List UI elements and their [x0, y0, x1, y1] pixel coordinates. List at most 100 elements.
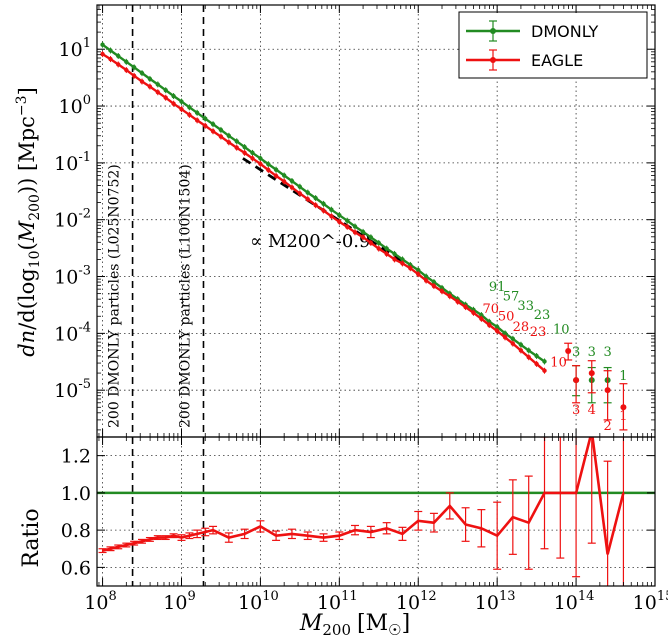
ratio-panel: 0.6 0.8 1.0 1.2 108 109 1010 1011 1012 1013 1014 10…: [61, 436, 668, 614]
particle-limit-label: 200 DMONLY particles (L025N0752): [107, 164, 123, 428]
series-point: [321, 201, 326, 207]
legend-marker: [490, 57, 496, 63]
series-point: [147, 76, 153, 82]
series-point: [297, 184, 303, 189]
series-point: [147, 84, 153, 89]
series-point: [471, 310, 476, 315]
series-point: [408, 262, 413, 268]
halo-count-label: 50: [498, 309, 515, 324]
x-tick-label: 109: [163, 589, 195, 614]
series-point: [494, 328, 500, 334]
halo-count-label: 3: [572, 403, 580, 418]
series-point: [163, 95, 168, 100]
series-point: [463, 304, 468, 310]
mass-function-panel: 200 DMONLY particles (L025N0752) 200 DMON…: [54, 4, 656, 586]
halo-count-label: 3: [572, 345, 580, 360]
series-point: [226, 133, 232, 138]
series-point: [234, 139, 239, 144]
series-point: [400, 257, 405, 262]
ratio-series: [98, 437, 625, 586]
series-point: [518, 342, 524, 347]
series-point: [258, 156, 263, 161]
halo-count-label: 4: [588, 403, 596, 418]
sparse-point: [573, 377, 580, 384]
series-point: [100, 42, 105, 47]
legend: DMONLY EAGLE: [458, 11, 648, 79]
legend-marker: [490, 28, 496, 34]
series-point: [242, 144, 247, 150]
series-point: [108, 48, 113, 53]
series-point: [360, 235, 366, 240]
series-point: [100, 51, 105, 57]
x-tick-label: 1014: [554, 589, 595, 614]
x-tick-label: 1010: [238, 589, 279, 614]
top-y-tick-label: 100: [59, 93, 91, 118]
series-point: [534, 361, 539, 367]
top-y-axis-label: dn/d(log10(M200)) [Mpc−3]: [14, 87, 43, 357]
series-point: [194, 118, 200, 123]
halo-count-label: 33: [517, 299, 534, 314]
halo-count-label: 3: [588, 345, 596, 360]
legend-label: EAGLE: [531, 51, 583, 70]
series-point: [131, 65, 137, 70]
ratio-line: [102, 437, 625, 555]
series-point: [108, 56, 113, 62]
series-point: [392, 251, 397, 257]
x-tick-label: 1011: [317, 589, 358, 614]
series-point: [187, 112, 192, 118]
bottom-panel-frame: [96, 436, 656, 587]
series-point: [313, 195, 318, 201]
series-point: [163, 88, 168, 93]
series-point: [218, 127, 224, 133]
series-point: [242, 150, 247, 156]
series-point: [455, 299, 460, 304]
series-point: [171, 101, 176, 106]
series-point: [266, 167, 271, 173]
top-y-tick-label: 10-5: [54, 377, 91, 402]
top-y-tick-label: 101: [59, 36, 91, 61]
series-point: [305, 196, 310, 202]
series-point: [124, 59, 129, 65]
series-point: [368, 235, 374, 240]
series-point: [218, 134, 224, 139]
series-point: [313, 202, 318, 208]
series-point: [258, 161, 263, 167]
series-point: [321, 208, 326, 213]
series-point: [408, 266, 413, 271]
series-point: [226, 140, 232, 145]
series-point: [416, 271, 421, 277]
series-point: [210, 121, 216, 127]
series-point: [400, 261, 405, 266]
series-point: [502, 335, 508, 340]
top-y-tick-label: 10-2: [54, 207, 91, 232]
x-tick-label: 1013: [475, 589, 516, 614]
series-point: [423, 278, 429, 283]
series-point: [297, 191, 303, 196]
x-tick-label: 1015: [633, 589, 668, 614]
series-point: [179, 107, 184, 112]
halo-count-label: 2: [603, 419, 611, 434]
series-point: [510, 341, 516, 346]
series-point: [155, 90, 161, 95]
series-point: [139, 79, 145, 84]
series-point: [352, 230, 358, 235]
series-point: [376, 246, 381, 251]
series-point: [423, 274, 429, 279]
halo-count-label: 10: [553, 322, 570, 337]
series-point: [439, 289, 445, 294]
series-point: [305, 190, 310, 195]
series-point: [345, 224, 350, 229]
series-point: [368, 240, 374, 246]
x-axis-label: M200 [M☉]: [299, 611, 410, 639]
series-point: [289, 178, 295, 184]
series-point: [431, 279, 437, 285]
bottom-y-tick-label: 0.8: [61, 520, 91, 542]
halo-count-label: 10: [550, 356, 567, 371]
series-point: [502, 331, 508, 336]
sparse-point: [604, 387, 611, 394]
series-point: [179, 99, 184, 104]
halo-count-label: 1: [619, 369, 627, 384]
series-point: [289, 185, 295, 190]
halo-count-label: 70: [483, 302, 500, 317]
series-point: [526, 348, 531, 353]
